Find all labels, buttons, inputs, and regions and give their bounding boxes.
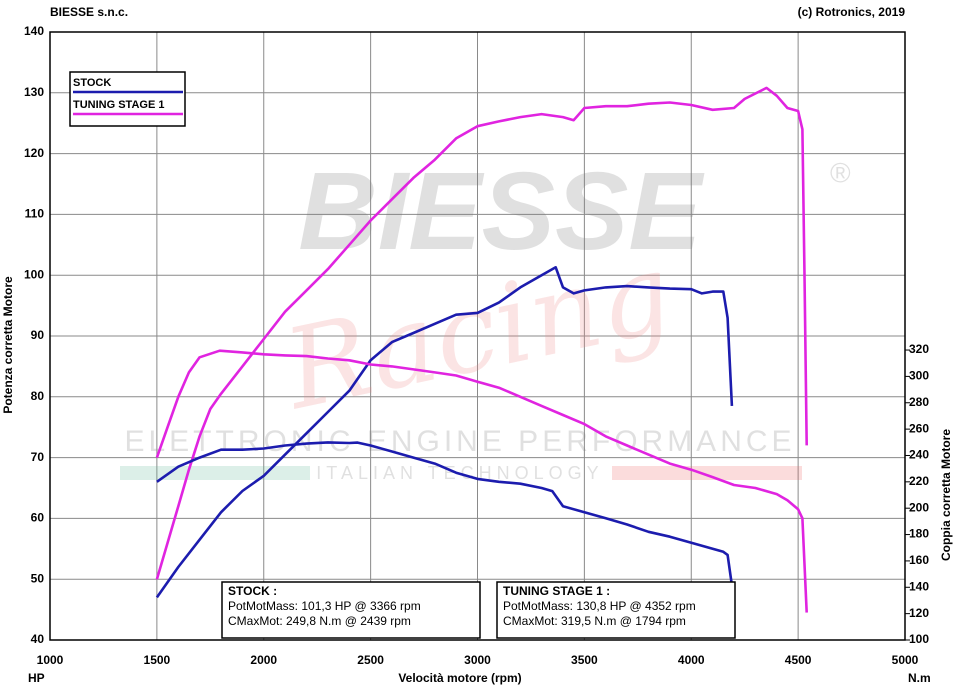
y-tick-label: 50 <box>31 571 45 585</box>
y2-tick-label: 300 <box>909 369 929 383</box>
y-axis-title: Potenza corretta Motore <box>1 276 15 414</box>
watermark-mark: ® <box>830 157 851 188</box>
info-box <box>221 581 481 639</box>
y2-tick-label: 100 <box>909 632 929 646</box>
y2-tick-label: 260 <box>909 421 929 435</box>
legend-label: TUNING STAGE 1 <box>73 99 164 111</box>
x-tick-label: 1500 <box>144 653 171 667</box>
y2-tick-label: 320 <box>909 342 929 356</box>
x-tick-label: 2000 <box>250 653 277 667</box>
info-title: TUNING STAGE 1 : <box>503 584 610 598</box>
y2-tick-label: 140 <box>909 579 929 593</box>
y2-unit: N.m <box>908 671 931 685</box>
y2-tick-label: 220 <box>909 474 929 488</box>
y2-tick-label: 180 <box>909 527 929 541</box>
watermark-tagline: ELETTRONIC ENGINE PERFORMANCE <box>124 425 795 458</box>
watermark-band <box>612 466 802 480</box>
y2-tick-label: 200 <box>909 500 929 514</box>
x-unit: HP <box>28 671 45 685</box>
y-tick-label: 90 <box>31 328 45 342</box>
watermark: BIESSE ® Racing ELETTRONIC ENGINE PERFOR… <box>120 150 851 483</box>
y-tick-label: 80 <box>31 389 45 403</box>
x-tick-label: 3500 <box>571 653 598 667</box>
series-line <box>155 349 808 613</box>
chart-title: BIESSE s.n.c. <box>50 5 128 19</box>
plot-frame <box>49 31 906 641</box>
y-tick-label: 140 <box>24 24 44 38</box>
series-line <box>155 86 808 580</box>
info-line: PotMotMass: 101,3 HP @ 3366 rpm <box>228 599 421 613</box>
y-tick-label: 70 <box>31 450 45 464</box>
info-box <box>496 581 736 639</box>
x-tick-label: 4500 <box>785 653 812 667</box>
legend-label: STOCK <box>73 77 111 89</box>
y-tick-label: 40 <box>31 632 45 646</box>
y-tick-label: 100 <box>24 267 44 281</box>
watermark-band <box>120 466 310 480</box>
watermark-brand: BIESSE <box>298 150 705 273</box>
info-title: STOCK : <box>228 584 277 598</box>
x-tick-label: 5000 <box>892 653 919 667</box>
x-tick-label: 4000 <box>678 653 705 667</box>
y2-axis-title: Coppia corretta Motore <box>939 429 953 561</box>
copyright: (c) Rotronics, 2019 <box>798 5 906 19</box>
y2-tick-label: 280 <box>909 395 929 409</box>
y-tick-label: 60 <box>31 511 45 525</box>
legend-box <box>69 71 186 127</box>
y-tick-label: 120 <box>24 146 44 160</box>
series-line <box>155 265 734 599</box>
series-line <box>156 441 734 586</box>
info-line: CMaxMot: 319,5 N.m @ 1794 rpm <box>503 614 686 628</box>
info-line: PotMotMass: 130,8 HP @ 4352 rpm <box>503 599 696 613</box>
y-tick-label: 130 <box>24 85 44 99</box>
y2-tick-label: 120 <box>909 606 929 620</box>
x-tick-label: 3000 <box>464 653 491 667</box>
y2-tick-label: 160 <box>909 553 929 567</box>
y-tick-label: 110 <box>25 207 45 221</box>
x-tick-label: 2500 <box>357 653 384 667</box>
info-line: CMaxMot: 249,8 N.m @ 2439 rpm <box>228 614 411 628</box>
x-tick-label: 1000 <box>37 653 64 667</box>
y2-tick-label: 240 <box>909 448 929 462</box>
x-axis-title: Velocità motore (rpm) <box>398 671 521 685</box>
